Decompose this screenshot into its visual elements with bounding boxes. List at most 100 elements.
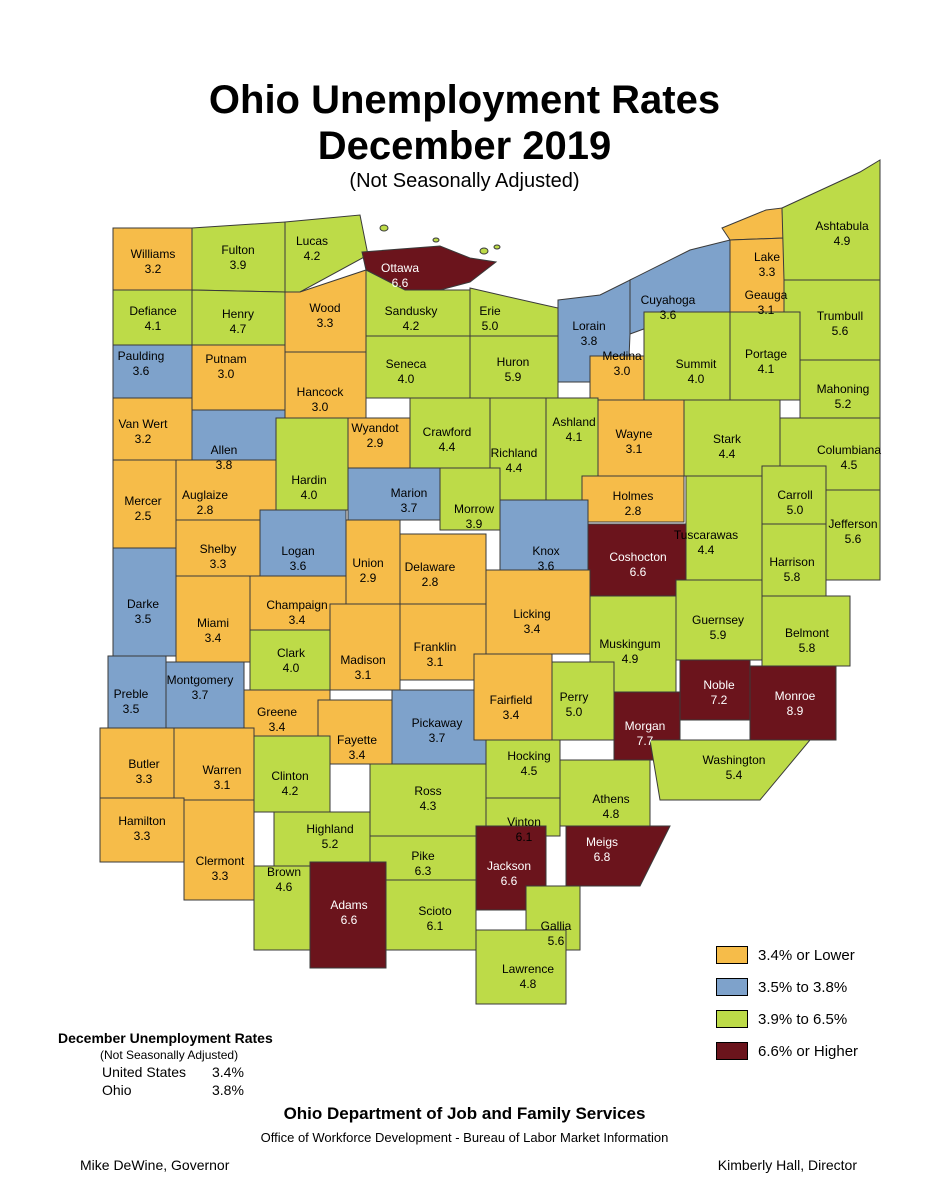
county-rate-label: 4.3 bbox=[420, 799, 437, 813]
county-name-label: Hardin bbox=[291, 473, 326, 487]
county-name-label: Montgomery bbox=[167, 673, 234, 687]
county-name-label: Paulding bbox=[118, 349, 165, 363]
county-rate-label: 3.3 bbox=[759, 265, 776, 279]
legend-label: 3.9% to 6.5% bbox=[758, 1010, 848, 1028]
county-name-label: Logan bbox=[281, 544, 314, 558]
county-rate-label: 4.1 bbox=[566, 430, 583, 444]
county-rate-label: 4.4 bbox=[506, 461, 523, 475]
county-rate-label: 4.9 bbox=[622, 652, 639, 666]
county-rate-label: 3.2 bbox=[145, 262, 162, 276]
legend-swatch bbox=[716, 1010, 748, 1028]
county-name-label: Pike bbox=[411, 849, 435, 863]
county-name-label: Morrow bbox=[454, 502, 494, 516]
national-rate-row: Ohio 3.8% bbox=[102, 1082, 318, 1098]
county-name-label: Darke bbox=[127, 597, 159, 611]
county-rate-label: 3.1 bbox=[214, 778, 231, 792]
county-rate-label: 4.8 bbox=[520, 977, 537, 991]
county-fulton bbox=[191, 221, 286, 293]
county-rate-label: 6.8 bbox=[594, 850, 611, 864]
legend-item: 3.5% to 3.8% bbox=[716, 976, 847, 998]
footer-office: Office of Workforce Development - Bureau… bbox=[260, 1130, 669, 1145]
rate-value: 3.8% bbox=[212, 1082, 244, 1098]
county-name-label: Summit bbox=[676, 357, 717, 371]
county-rate-label: 2.8 bbox=[197, 503, 214, 517]
national-rates-box: December Unemployment Rates (Not Seasona… bbox=[58, 1030, 318, 1098]
county-rate-label: 5.0 bbox=[566, 705, 583, 719]
legend-label: 6.6% or Higher bbox=[758, 1042, 859, 1060]
county-rate-label: 3.8 bbox=[216, 458, 233, 472]
county-summit bbox=[643, 311, 731, 401]
county-rate-label: 3.1 bbox=[758, 303, 775, 317]
county-rate-label: 3.7 bbox=[401, 501, 418, 515]
county-name-label: Delaware bbox=[405, 560, 456, 574]
county-rate-label: 4.9 bbox=[834, 234, 851, 248]
county-name-label: Wayne bbox=[616, 427, 653, 441]
county-name-label: Portage bbox=[745, 347, 787, 361]
county-name-label: Wood bbox=[309, 301, 340, 315]
county-name-label: Lorain bbox=[572, 319, 605, 333]
county-rate-label: 5.4 bbox=[726, 768, 743, 782]
county-name-label: Monroe bbox=[775, 689, 816, 703]
county-layer bbox=[99, 159, 881, 1005]
county-rate-label: 3.3 bbox=[134, 829, 151, 843]
county-rate-label: 3.6 bbox=[538, 559, 555, 573]
county-name-label: Ashland bbox=[552, 415, 595, 429]
county-rate-label: 3.3 bbox=[317, 316, 334, 330]
county-label-layer: Williams3.2Fulton3.9Lucas4.2Ottawa6.6Def… bbox=[114, 219, 882, 991]
county-rate-label: 6.6 bbox=[392, 276, 409, 290]
county-name-label: Greene bbox=[257, 705, 297, 719]
county-lake bbox=[721, 207, 785, 241]
county-rate-label: 3.0 bbox=[218, 367, 235, 381]
county-name-label: Medina bbox=[602, 349, 642, 363]
county-name-label: Holmes bbox=[613, 489, 654, 503]
county-name-label: Fayette bbox=[337, 733, 377, 747]
county-rate-label: 5.8 bbox=[784, 570, 801, 584]
county-name-label: Warren bbox=[203, 763, 242, 777]
county-belmont bbox=[761, 595, 851, 667]
county-rate-label: 3.5 bbox=[123, 702, 140, 716]
county-rate-label: 3.0 bbox=[614, 364, 631, 378]
county-rate-label: 6.6 bbox=[501, 874, 518, 888]
county-name-label: Ottawa bbox=[381, 261, 419, 275]
county-name-label: Marion bbox=[391, 486, 428, 500]
county-name-label: Clark bbox=[277, 646, 306, 660]
county-name-label: Crawford bbox=[423, 425, 472, 439]
county-rate-label: 2.9 bbox=[367, 436, 384, 450]
county-name-label: Putnam bbox=[205, 352, 246, 366]
county-name-label: Washington bbox=[703, 753, 766, 767]
county-rate-label: 4.5 bbox=[841, 458, 858, 472]
legend-item: 3.9% to 6.5% bbox=[716, 1008, 847, 1030]
county-rate-label: 3.1 bbox=[355, 668, 372, 682]
county-rate-label: 2.8 bbox=[625, 504, 642, 518]
map-subtitle: (Not Seasonally Adjusted) bbox=[349, 170, 580, 192]
county-name-label: Auglaize bbox=[182, 488, 228, 502]
county-rate-label: 3.6 bbox=[290, 559, 307, 573]
county-rate-label: 5.8 bbox=[799, 641, 816, 655]
legend-swatch bbox=[716, 978, 748, 996]
county-name-label: Henry bbox=[222, 307, 254, 321]
county-rate-label: 3.2 bbox=[135, 432, 152, 446]
county-name-label: Shelby bbox=[200, 542, 237, 556]
county-rate-label: 3.3 bbox=[136, 772, 153, 786]
county-name-label: Williams bbox=[131, 247, 176, 261]
county-rate-label: 3.5 bbox=[135, 612, 152, 626]
county-name-label: Champaign bbox=[266, 598, 327, 612]
county-name-label: Hocking bbox=[507, 749, 550, 763]
county-rate-label: 3.7 bbox=[429, 731, 446, 745]
county-name-label: Clinton bbox=[271, 769, 308, 783]
county-name-label: Lucas bbox=[296, 234, 328, 248]
county-name-label: Gallia bbox=[541, 919, 572, 933]
county-name-label: Madison bbox=[340, 653, 385, 667]
county-lucas bbox=[284, 214, 369, 293]
map-title: Ohio Unemployment Rates bbox=[208, 78, 721, 122]
county-rate-label: 4.2 bbox=[403, 319, 420, 333]
national-rates-header: December Unemployment Rates bbox=[58, 1030, 273, 1046]
island-shape bbox=[432, 237, 440, 243]
county-name-label: Cuyahoga bbox=[641, 293, 696, 307]
county-rate-label: 3.7 bbox=[192, 688, 209, 702]
legend-item: 3.4% or Lower bbox=[716, 944, 855, 966]
county-rate-label: 5.0 bbox=[787, 503, 804, 517]
county-rate-label: 3.4 bbox=[289, 613, 306, 627]
county-name-label: Pickaway bbox=[412, 716, 463, 730]
